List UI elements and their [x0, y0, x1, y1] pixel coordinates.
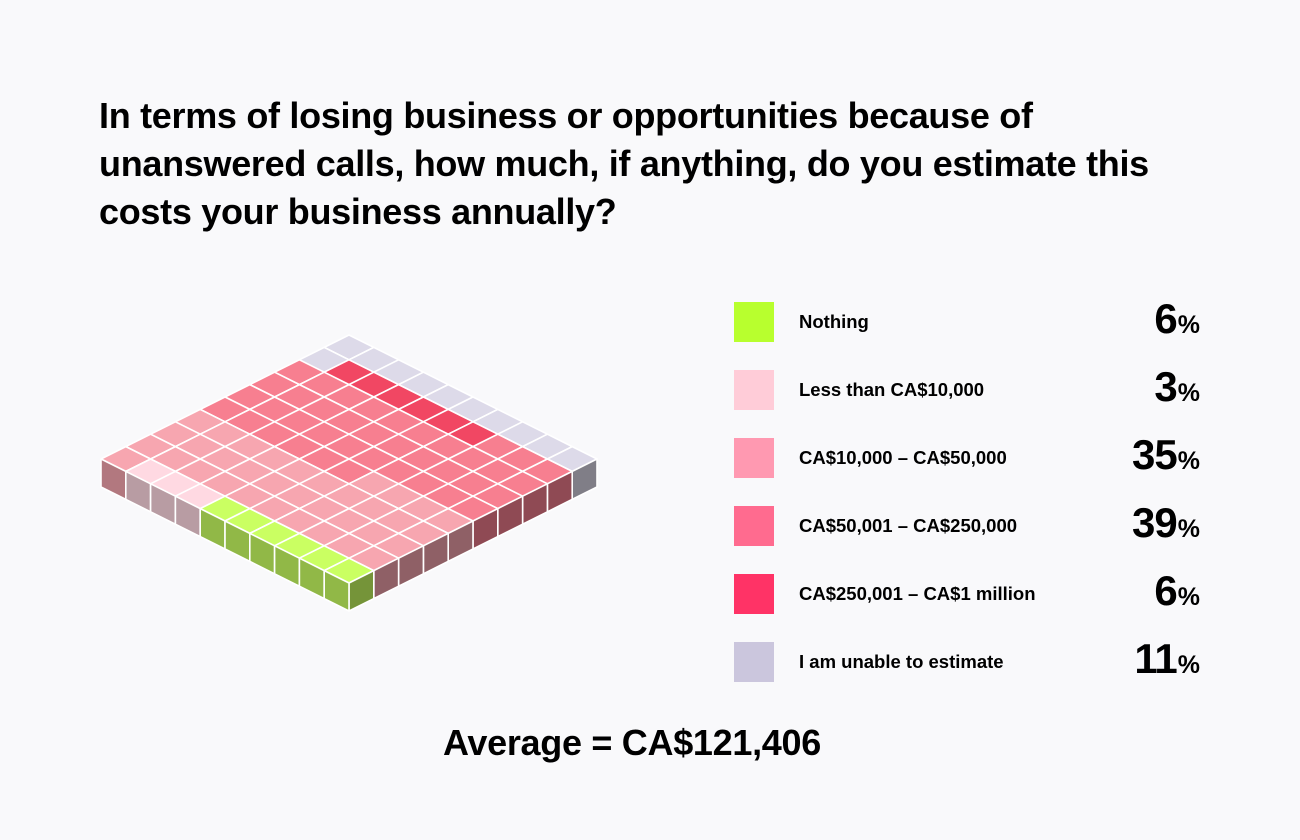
legend-item-nothing: Nothing 6%	[734, 297, 1200, 370]
percent-sign: %	[1177, 447, 1200, 475]
legend-value: 6%	[1154, 297, 1200, 351]
legend-item-10000-50000: CA$10,000 – CA$50,000 35%	[734, 433, 1200, 506]
legend-swatch	[734, 574, 774, 614]
legend-label: CA$10,000 – CA$50,000	[799, 447, 1007, 468]
percent-sign: %	[1177, 651, 1200, 679]
legend-label: Less than CA$10,000	[799, 379, 985, 400]
legend-label: Nothing	[799, 311, 869, 332]
percent-sign: %	[1177, 311, 1200, 339]
legend-value: 39%	[1132, 501, 1200, 555]
legend-item-less-than-10000: Less than CA$10,000 3%	[734, 365, 1200, 438]
legend-label: CA$250,001 – CA$1 million	[799, 583, 1036, 604]
legend-swatch	[734, 302, 774, 342]
percent-value: 11	[1134, 635, 1177, 682]
percent-value: 35	[1132, 431, 1178, 478]
legend-item-unable-to-estimate: I am unable to estimate 11%	[734, 637, 1200, 710]
legend-label: CA$50,001 – CA$250,000	[799, 515, 1018, 536]
percent-sign: %	[1177, 379, 1200, 407]
legend-value: 3%	[1154, 365, 1200, 419]
chart-title: In terms of losing business or opportuni…	[99, 95, 1149, 232]
waffle-cell-side	[323, 569, 350, 612]
legend-swatch	[734, 370, 774, 410]
percent-sign: %	[1177, 515, 1200, 543]
legend-value: 35%	[1132, 433, 1200, 487]
average-value: Average = CA$121,406	[443, 722, 821, 763]
isometric-waffle-chart	[100, 334, 598, 612]
legend-swatch	[734, 642, 774, 682]
percent-value: 6	[1154, 295, 1177, 342]
percent-value: 39	[1132, 499, 1178, 546]
percent-value: 6	[1154, 567, 1177, 614]
legend-item-250001-1-million: CA$250,001 – CA$1 million 6%	[734, 569, 1200, 642]
legend-value: 6%	[1154, 569, 1200, 623]
legend-swatch	[734, 506, 774, 546]
legend: Nothing 6% Less than CA$10,000 3% CA$10,…	[734, 297, 1200, 710]
legend-swatch	[734, 438, 774, 478]
percent-sign: %	[1177, 583, 1200, 611]
legend-item-50001-250000: CA$50,001 – CA$250,000 39%	[734, 501, 1200, 574]
legend-value: 11%	[1134, 637, 1200, 691]
legend-label: I am unable to estimate	[799, 651, 1004, 672]
percent-value: 3	[1154, 363, 1177, 410]
